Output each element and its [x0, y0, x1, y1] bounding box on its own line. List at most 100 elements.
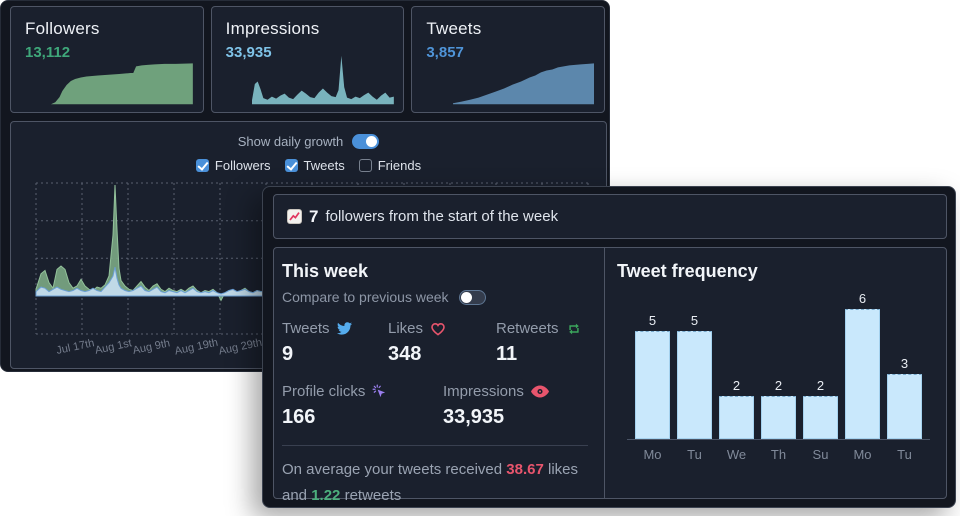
tweets-sparkline-chart: [452, 52, 595, 106]
series-checkbox-row: Followers Tweets Friends: [11, 158, 606, 173]
bar: [887, 374, 922, 439]
stat-profile-clicks: Profile clicks 166: [282, 383, 443, 429]
bar-su-4: 2: [803, 378, 838, 439]
followers-sparkline-chart: [51, 52, 194, 106]
checkbox-label: Friends: [377, 158, 422, 173]
eye-icon: [530, 385, 549, 398]
stat-value: 348: [388, 343, 422, 365]
daily-growth-toggle[interactable]: [352, 134, 380, 149]
summary-text: retweets: [340, 487, 402, 504]
day-label: Th: [770, 447, 787, 462]
this-week-section: This week Compare to previous week Tweet…: [274, 248, 604, 504]
day-labels: Mo Tu We Th Su Mo Tu: [627, 447, 930, 462]
bar: [719, 396, 754, 439]
checkbox-label: Tweets: [303, 158, 345, 173]
day-label: Tu: [897, 447, 912, 462]
bar-value-label: 2: [732, 378, 741, 393]
avg-likes-value: 38.67: [506, 461, 544, 478]
checked-checkbox-icon[interactable]: [195, 159, 209, 172]
checkbox-tweets[interactable]: Tweets: [284, 158, 345, 173]
stat-label: Impressions: [443, 383, 524, 400]
checkbox-followers[interactable]: Followers: [195, 158, 271, 173]
checked-checkbox-icon[interactable]: [284, 159, 298, 172]
stat-tweets: Tweets 9: [282, 320, 388, 366]
weekly-panel: 7 followers from the start of the week T…: [262, 186, 956, 508]
banner-text: followers from the start of the week: [325, 208, 559, 225]
banner-followers-count: 7: [309, 206, 319, 226]
bar-mo-5: 6: [845, 291, 880, 439]
daily-growth-toggle-row: Show daily growth: [11, 134, 606, 149]
twitter-bird-icon: [336, 322, 352, 335]
stat-impressions: Impressions 33,935: [443, 383, 592, 429]
impressions-sparkline-chart: [251, 52, 394, 106]
bar-tu-1: 5: [677, 313, 712, 439]
day-label: Su: [812, 447, 829, 462]
stat-label: Retweets: [496, 320, 559, 337]
bar: [677, 331, 712, 439]
card-title: Tweets: [426, 19, 482, 38]
summary-text: On average your tweets received: [282, 461, 507, 478]
stat-value: 33,935: [443, 406, 505, 428]
day-label: We: [726, 447, 747, 462]
tweet-frequency-section: Tweet frequency 5 5 2 2 2 6 3 Mo Tu We Th Su Mo Tu: [604, 248, 946, 498]
average-summary: On average your tweets received 38.67 li…: [282, 457, 592, 509]
bar-value-label: 2: [774, 378, 783, 393]
bar: [761, 396, 796, 439]
avg-retweets-value: 1.22: [311, 487, 341, 504]
card-value: 33,935: [225, 44, 272, 61]
x-axis-label: Aug 19th: [174, 337, 220, 358]
bar: [635, 331, 670, 439]
bar-th-3: 2: [761, 378, 796, 439]
bar-value-label: 5: [648, 313, 657, 328]
stat-label: Tweets: [282, 320, 330, 337]
x-axis-label: Aug 1st: [94, 337, 133, 356]
week-banner: 7 followers from the start of the week: [273, 194, 947, 239]
bar-mo-0: 5: [635, 313, 670, 439]
stat-retweets: Retweets 11: [496, 320, 592, 366]
retweet-icon: [568, 323, 579, 334]
stat-card-followers: Followers 13,112: [10, 6, 204, 113]
stat-value: 166: [282, 406, 316, 428]
card-value: 3,857: [426, 44, 464, 61]
x-axis-label: Aug 29th: [218, 337, 264, 358]
stat-value: 9: [282, 343, 294, 365]
day-label: Mo: [853, 447, 872, 462]
card-title: Impressions: [225, 19, 320, 38]
summary-text: likes: [543, 461, 579, 478]
checkbox-label: Followers: [214, 158, 271, 173]
stat-likes: Likes 348: [388, 320, 496, 366]
stat-card-tweets: Tweets 3,857: [411, 6, 606, 113]
x-axis-label: Aug 9th: [132, 337, 172, 357]
unchecked-checkbox-icon[interactable]: [358, 159, 372, 172]
week-stats-row-1: Tweets 9 Likes 348 Retweets 11: [282, 320, 592, 366]
card-title: Followers: [25, 19, 100, 38]
bar-value-label: 5: [690, 313, 699, 328]
bar-value-label: 6: [858, 291, 867, 306]
stat-card-impressions: Impressions 33,935: [210, 6, 405, 113]
compare-toggle-row: Compare to previous week: [282, 289, 592, 305]
tweet-frequency-title: Tweet frequency: [617, 261, 758, 281]
day-label: Mo: [643, 447, 662, 462]
card-value: 13,112: [25, 44, 71, 61]
bar-we-2: 2: [719, 378, 754, 439]
bar-value-label: 3: [900, 356, 909, 371]
bar: [803, 396, 838, 439]
x-axis-label: Jul 17th: [55, 337, 95, 357]
compare-toggle-label: Compare to previous week: [282, 289, 449, 305]
this-week-title: This week: [282, 261, 369, 281]
bar: [845, 309, 880, 439]
stat-label: Likes: [388, 320, 424, 337]
summary-text: and: [282, 487, 312, 504]
day-label: Tu: [687, 447, 702, 462]
daily-growth-toggle-label: Show daily growth: [237, 134, 344, 149]
week-detail-box: This week Compare to previous week Tweet…: [273, 247, 947, 504]
checkbox-friends[interactable]: Friends: [358, 158, 422, 173]
bar-value-label: 2: [816, 378, 825, 393]
compare-toggle[interactable]: [458, 289, 486, 305]
chart-increasing-icon: [287, 209, 302, 224]
tweet-frequency-bar-chart: 5 5 2 2 2 6 3 Mo Tu We Th Su Mo Tu: [627, 288, 930, 462]
stat-cards-row: Followers 13,112 Impressions 33,935 Twee…: [10, 6, 606, 113]
bars: 5 5 2 2 2 6 3: [627, 288, 930, 440]
stat-value: 11: [496, 343, 518, 365]
